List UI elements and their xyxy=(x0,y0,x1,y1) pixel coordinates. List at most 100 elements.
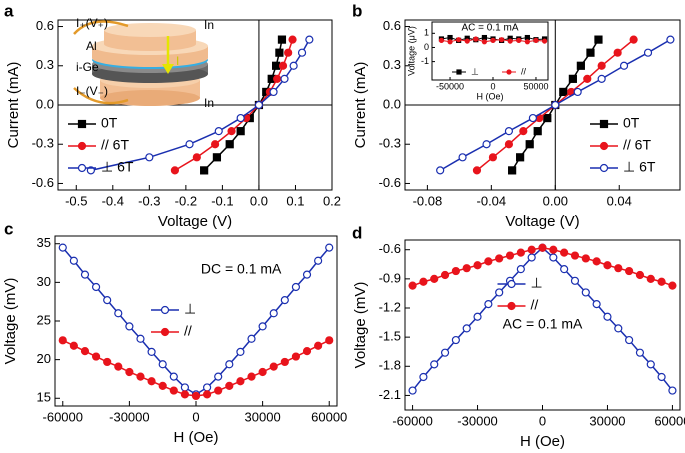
y-tick-label: 0.0 xyxy=(36,96,54,111)
marker xyxy=(114,362,123,371)
marker xyxy=(646,274,655,283)
marker xyxy=(586,48,595,57)
y-tick-label: -0.9 xyxy=(379,270,401,285)
x-tick-label: 30000 xyxy=(245,409,281,424)
marker xyxy=(280,296,289,305)
y-tick-label: 0 xyxy=(424,42,429,52)
marker xyxy=(158,381,167,391)
lead-wire xyxy=(73,20,129,35)
marker xyxy=(581,254,590,263)
legend-label: ⊥ 6T xyxy=(623,159,656,175)
x-tick-label: 0 xyxy=(539,413,546,428)
marker xyxy=(657,372,666,382)
marker xyxy=(214,386,223,395)
marker xyxy=(560,248,569,257)
legend-label: // xyxy=(521,66,527,76)
y-tick-label: -1.5 xyxy=(379,329,401,344)
inset-chart: -50000 0 50000 -1 0 1 ⊥ // H (Oe) Voltage (μV) AC … xyxy=(406,21,549,101)
y-tick-label: 30 xyxy=(37,274,51,289)
top-contact xyxy=(104,37,196,51)
marker xyxy=(581,288,590,297)
marker xyxy=(527,253,536,262)
marker xyxy=(583,74,592,83)
x-tick-label: 60000 xyxy=(654,413,685,428)
marker xyxy=(225,140,234,149)
plot-frame xyxy=(54,235,338,407)
marker xyxy=(528,113,538,123)
marker xyxy=(302,347,312,356)
chart-panel: -0.08 -0.04 0.00 0.04 -0.6 -0.3 0.0 0.3 0.6 0T // … xyxy=(352,1,681,230)
marker xyxy=(69,256,78,265)
marker xyxy=(258,322,267,331)
marker xyxy=(225,381,234,391)
series-line xyxy=(62,339,330,397)
y-tick-label: -1 xyxy=(421,56,429,66)
marker xyxy=(538,243,547,252)
y-tick-label: 35 xyxy=(37,235,51,250)
marker xyxy=(180,390,189,399)
y-tick-label: 0.6 xyxy=(36,18,54,33)
marker xyxy=(666,35,675,44)
panel-label: a xyxy=(4,1,14,20)
marker xyxy=(541,38,548,44)
y-tick-label: -0.3 xyxy=(379,136,401,151)
marker xyxy=(490,37,496,43)
marker xyxy=(625,335,634,345)
marker xyxy=(570,276,580,285)
marker xyxy=(58,336,67,345)
marker xyxy=(592,257,601,266)
x-tick-label: -60000 xyxy=(43,409,83,424)
marker xyxy=(192,153,201,162)
marker xyxy=(481,39,488,45)
marker xyxy=(297,48,307,57)
marker xyxy=(635,348,645,357)
marker xyxy=(549,245,558,254)
y-tick-label: 15 xyxy=(37,390,51,405)
y-tick-label: -0.6 xyxy=(379,241,401,256)
marker xyxy=(507,279,516,289)
marker xyxy=(527,245,536,254)
marker xyxy=(103,357,112,367)
x-tick-label: 0.04 xyxy=(607,193,632,208)
x-tick-label: 0 xyxy=(490,81,495,91)
marker xyxy=(408,386,417,395)
marker xyxy=(484,300,493,309)
x-tick-label: -0.3 xyxy=(138,193,160,208)
marker xyxy=(258,367,267,377)
marker xyxy=(69,341,78,350)
x-axis-label: H (Oe) xyxy=(477,91,504,101)
marker xyxy=(236,347,245,357)
y-tick-label: -0.6 xyxy=(32,175,54,190)
y-axis-label: Voltage (mV) xyxy=(352,282,369,369)
marker xyxy=(305,35,314,44)
marker xyxy=(236,377,245,386)
x-axis-label: Voltage (V) xyxy=(505,213,579,230)
marker xyxy=(136,372,145,381)
marker xyxy=(473,312,482,321)
marker xyxy=(169,372,178,381)
marker xyxy=(325,243,334,252)
marker xyxy=(440,348,450,357)
marker xyxy=(145,153,154,162)
marker xyxy=(275,48,284,57)
marker xyxy=(504,127,514,136)
marker xyxy=(657,277,666,286)
panel-label: b xyxy=(352,1,362,20)
marker xyxy=(456,37,462,43)
marker xyxy=(247,372,256,381)
marker xyxy=(302,270,312,279)
legend-label: ⊥ xyxy=(471,66,479,76)
marker xyxy=(114,309,123,318)
marker xyxy=(619,61,629,70)
marker xyxy=(180,383,189,392)
marker xyxy=(592,300,601,309)
marker xyxy=(147,377,156,386)
legend-label: // xyxy=(531,297,539,313)
marker xyxy=(472,166,482,175)
marker xyxy=(77,119,87,129)
marker xyxy=(58,243,67,252)
x-tick-label: 0 xyxy=(192,409,199,424)
marker xyxy=(314,341,323,350)
x-tick-label: -50000 xyxy=(436,81,464,91)
